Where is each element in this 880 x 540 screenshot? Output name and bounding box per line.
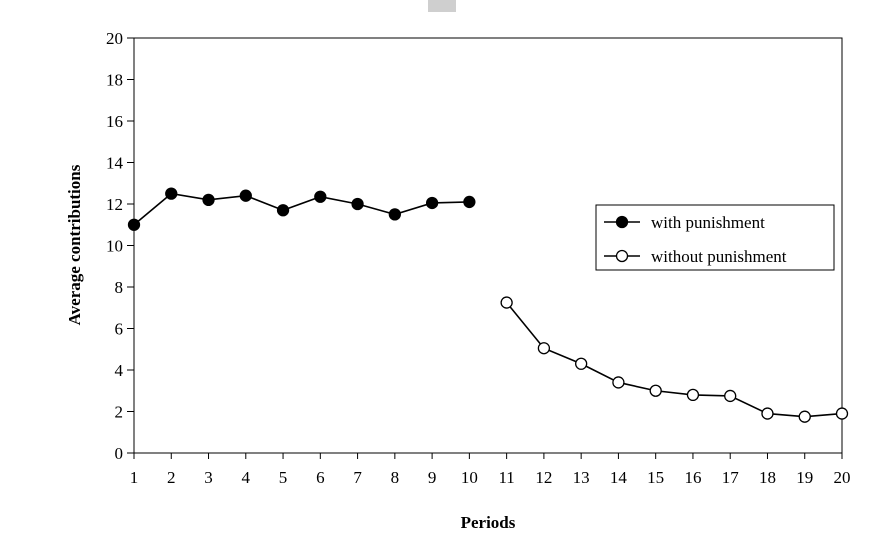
- x-tick-label-3: 3: [204, 468, 213, 487]
- x-axis-title: Periods: [461, 513, 516, 532]
- legend-label-without-punishment: without punishment: [651, 247, 787, 266]
- y-tick-label-16: 16: [106, 112, 123, 131]
- data-point-without-punishment-period-17: [724, 389, 737, 403]
- y-axis-title: Average contributions: [65, 164, 84, 325]
- series-without-punishment: [500, 296, 849, 423]
- x-tick-label-5: 5: [279, 468, 288, 487]
- x-tick-label-18: 18: [759, 468, 776, 487]
- x-tick-label-17: 17: [722, 468, 740, 487]
- legend-label-with-punishment: with punishment: [651, 213, 765, 232]
- x-tick-label-12: 12: [535, 468, 552, 487]
- x-tick-label-14: 14: [610, 468, 628, 487]
- legend-box: [595, 204, 835, 271]
- legend: with punishment without punishment: [595, 204, 835, 271]
- x-axis: 1 2 3 4 5 6 7 8 9 10 11 12 13 14 15 16 17 18 19 20: [130, 453, 851, 487]
- x-tick-label-11: 11: [498, 468, 514, 487]
- y-tick-label-4: 4: [115, 361, 124, 380]
- data-point-with-punishment-period-8: [388, 208, 401, 221]
- x-tick-label-4: 4: [242, 468, 251, 487]
- series-line-without-punishment: [506, 302, 843, 418]
- x-tick-label-9: 9: [428, 468, 437, 487]
- data-point-with-punishment-period-1: [127, 218, 141, 231]
- y-axis: 0 2 4 6 8 10 12 14 16 18 20: [106, 29, 134, 463]
- y-tick-label-18: 18: [106, 71, 123, 90]
- y-tick-label-0: 0: [115, 444, 124, 463]
- series-with-punishment: [127, 187, 476, 231]
- x-tick-label-1: 1: [130, 468, 139, 487]
- y-tick-label-6: 6: [115, 320, 124, 339]
- x-tick-label-2: 2: [167, 468, 176, 487]
- data-point-without-punishment-period-13: [575, 357, 588, 370]
- x-tick-label-16: 16: [684, 468, 701, 487]
- data-point-with-punishment-period-3: [202, 193, 215, 207]
- y-tick-label-10: 10: [106, 237, 123, 256]
- x-tick-label-7: 7: [353, 468, 362, 487]
- x-tick-label-19: 19: [796, 468, 813, 487]
- data-point-with-punishment-period-9: [425, 196, 439, 210]
- data-point-without-punishment-period-12: [537, 342, 551, 355]
- series-line-with-punishment: [133, 192, 470, 226]
- x-tick-label-8: 8: [391, 468, 400, 487]
- data-point-without-punishment-period-16: [686, 388, 700, 402]
- data-point-with-punishment-period-7: [351, 197, 364, 211]
- legend-marker-with-punishment: [615, 215, 629, 229]
- top-edge-mark: [428, 0, 456, 12]
- x-tick-label-10: 10: [461, 468, 478, 487]
- y-tick-label-2: 2: [115, 403, 124, 422]
- data-point-without-punishment-period-15: [649, 384, 662, 397]
- data-point-without-punishment-period-18: [761, 407, 774, 420]
- data-point-without-punishment-period-14: [612, 376, 625, 389]
- x-tick-label-15: 15: [647, 468, 664, 487]
- x-tick-label-20: 20: [834, 468, 851, 487]
- data-point-without-punishment-period-19: [798, 410, 811, 423]
- y-tick-label-12: 12: [106, 195, 123, 214]
- data-point-with-punishment-period-4: [239, 189, 252, 202]
- legend-marker-without-punishment: [615, 249, 629, 263]
- y-tick-label-14: 14: [106, 154, 124, 173]
- x-tick-label-13: 13: [573, 468, 590, 487]
- data-point-without-punishment-period-20: [835, 407, 849, 420]
- x-tick-label-6: 6: [316, 468, 325, 487]
- y-tick-label-20: 20: [106, 29, 123, 48]
- data-point-with-punishment-period-10: [463, 195, 476, 209]
- data-point-without-punishment-period-11: [500, 296, 513, 309]
- data-point-with-punishment-period-2: [165, 187, 178, 200]
- series-layer: [127, 187, 849, 423]
- data-point-with-punishment-period-5: [276, 204, 290, 217]
- data-point-with-punishment-period-6: [314, 190, 327, 203]
- y-tick-label-8: 8: [115, 278, 124, 297]
